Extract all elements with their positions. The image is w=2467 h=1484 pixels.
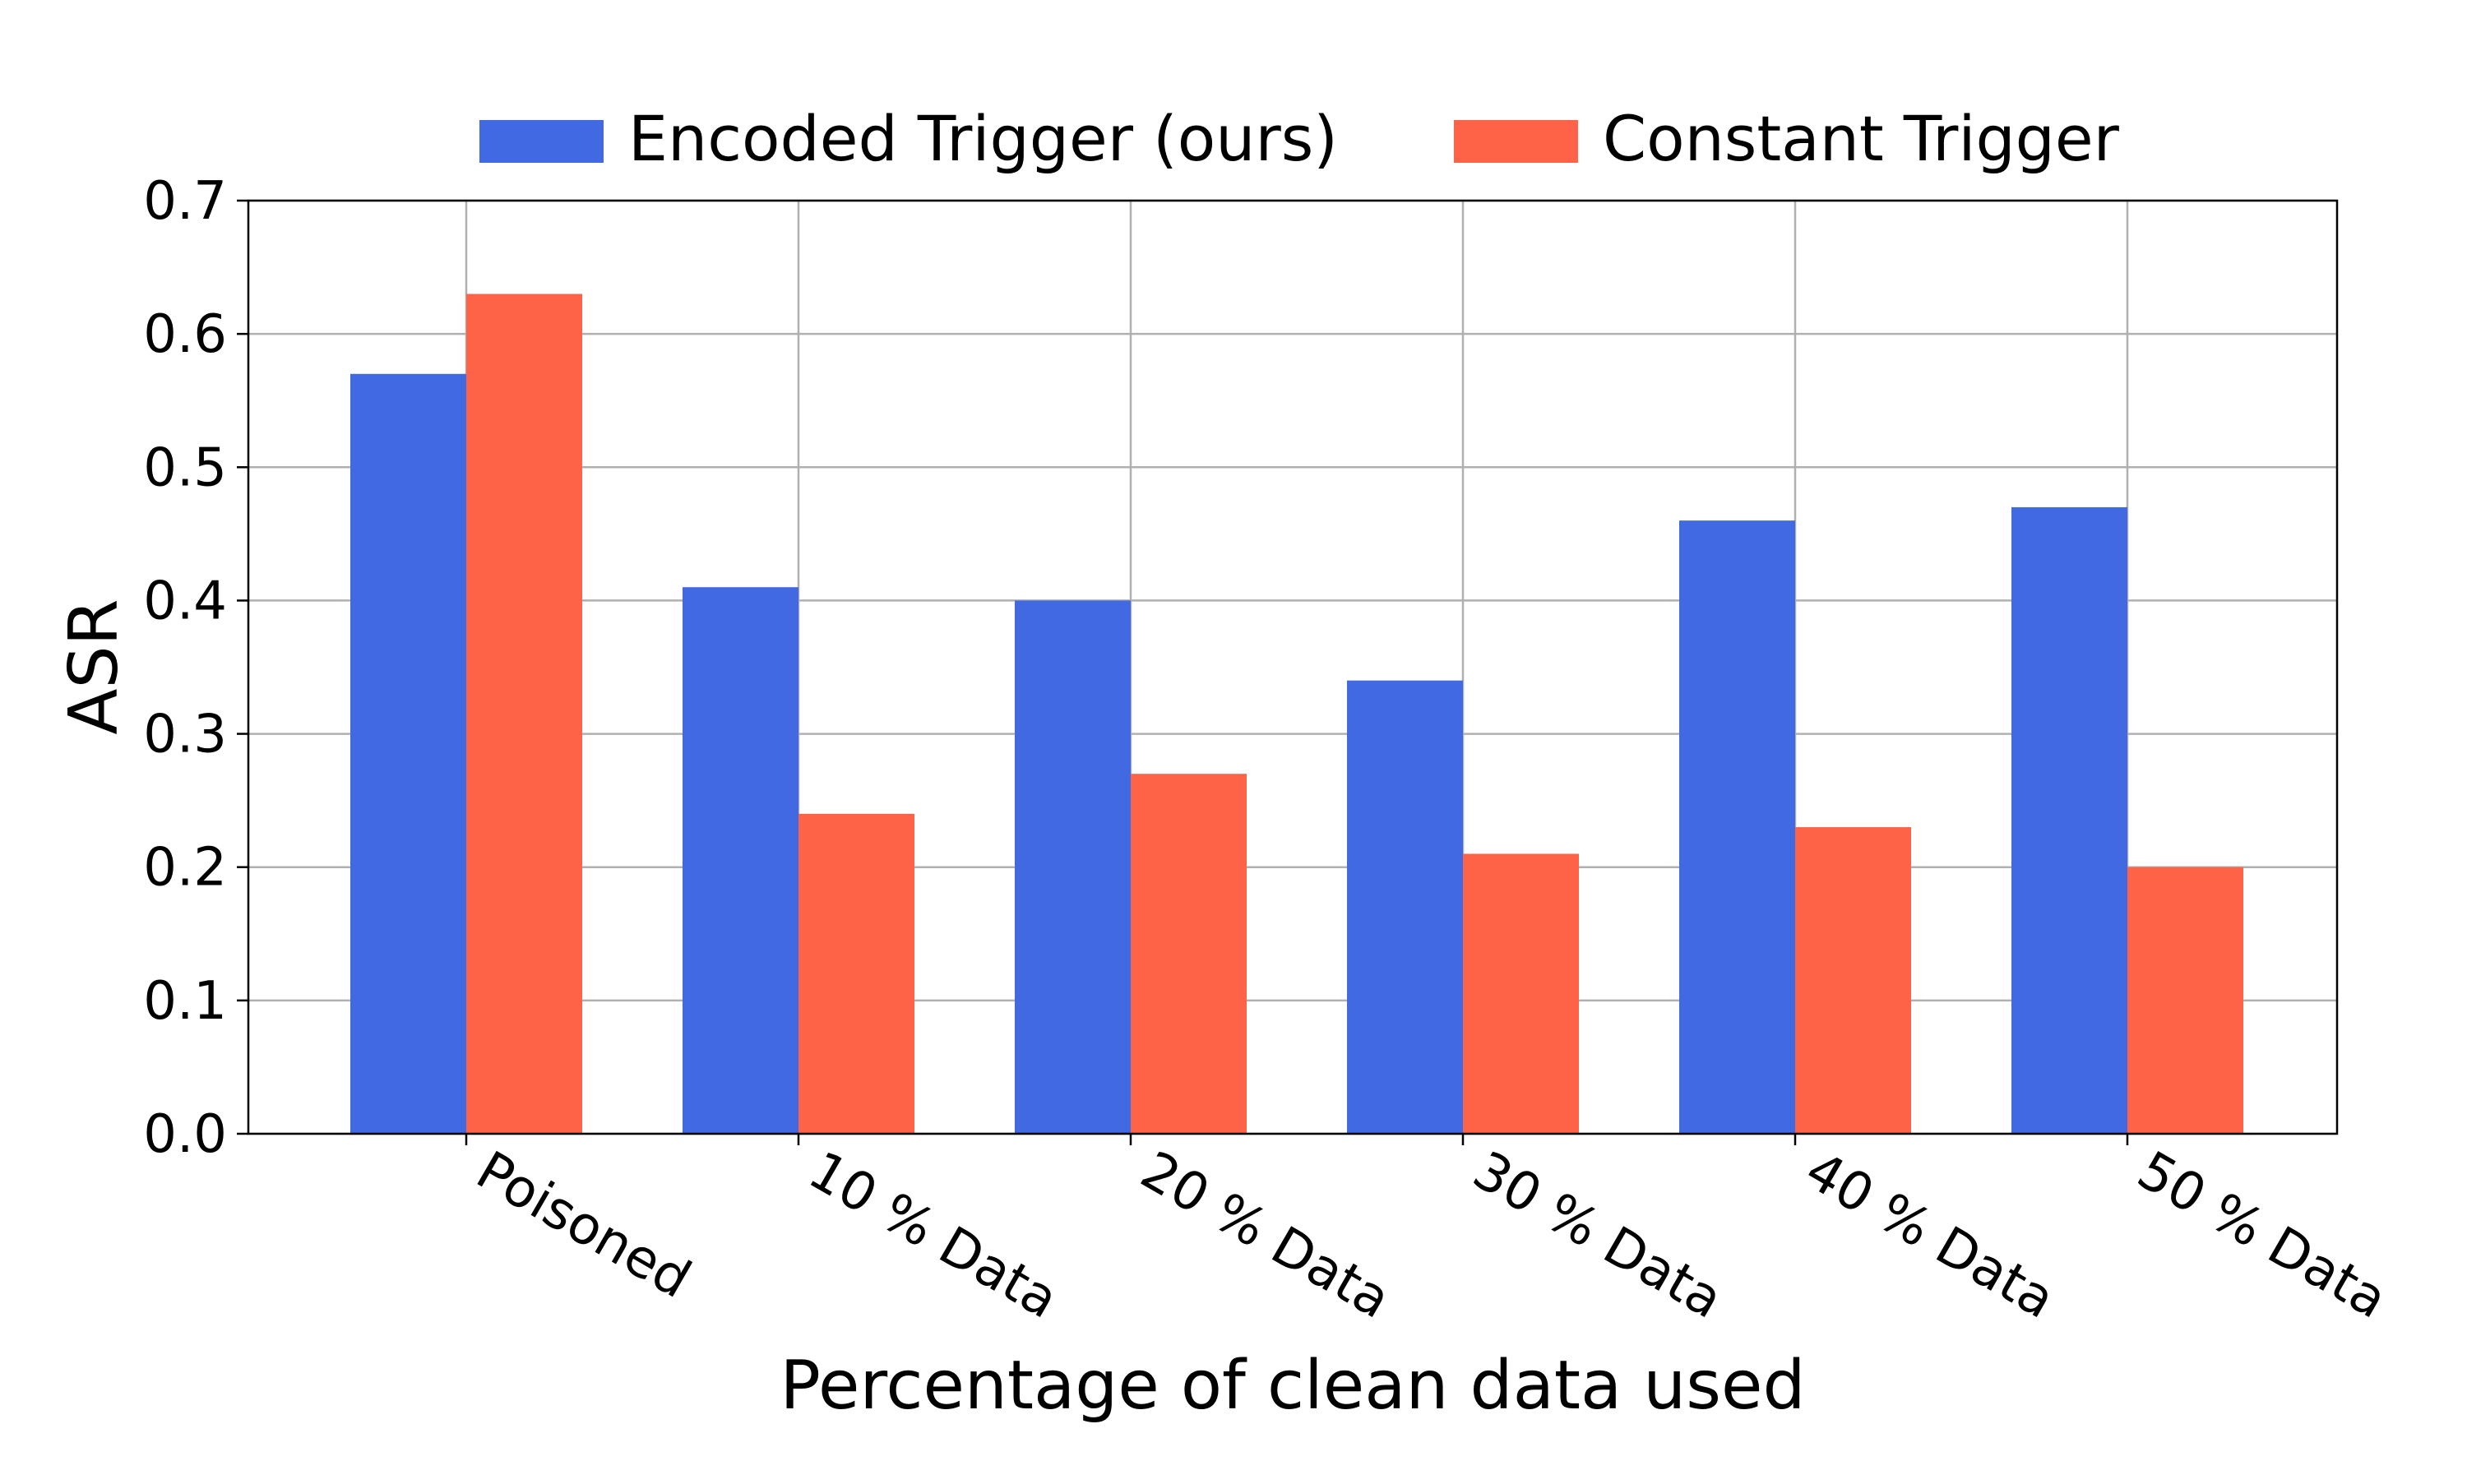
bar-constant-trigger bbox=[2127, 867, 2243, 1134]
y-tick-label: 0.6 bbox=[143, 304, 227, 365]
bar-constant-trigger bbox=[1131, 774, 1247, 1134]
bar-encoded-trigger bbox=[350, 373, 466, 1134]
y-tick-label: 0.4 bbox=[143, 571, 227, 631]
y-tick-label: 0.7 bbox=[143, 171, 227, 232]
bar-constant-trigger bbox=[1463, 853, 1579, 1134]
bar-encoded-trigger bbox=[683, 587, 798, 1134]
bars bbox=[350, 294, 2243, 1134]
y-tick-label: 0.2 bbox=[143, 838, 227, 899]
bar-constant-trigger bbox=[798, 813, 914, 1134]
plot-frame bbox=[247, 199, 2339, 1135]
bar-encoded-trigger bbox=[1347, 680, 1463, 1134]
x-tick-label: Poisoned bbox=[466, 1140, 701, 1311]
legend-label: Constant Trigger bbox=[1603, 102, 2120, 175]
bar-constant-trigger bbox=[1795, 827, 1911, 1134]
x-tick-label: 50 % Data bbox=[2127, 1140, 2397, 1331]
legend: Encoded Trigger (ours) Constant Trigger bbox=[479, 102, 2120, 175]
x-tick-label: 30 % Data bbox=[1463, 1140, 1733, 1331]
y-tick-label: 0.3 bbox=[143, 705, 227, 765]
bar-constant-trigger bbox=[466, 294, 582, 1134]
legend-swatch bbox=[1454, 120, 1578, 163]
y-tick-label: 0.5 bbox=[143, 437, 227, 498]
y-tick-label: 0.1 bbox=[143, 971, 227, 1032]
x-tick-label: 20 % Data bbox=[1131, 1140, 1400, 1331]
legend-label: Encoded Trigger (ours) bbox=[628, 102, 1338, 175]
bar-encoded-trigger bbox=[1015, 600, 1131, 1134]
y-tick-label: 0.0 bbox=[143, 1104, 227, 1165]
bar-encoded-trigger bbox=[2011, 506, 2127, 1134]
x-tick-label: 10 % Data bbox=[798, 1140, 1068, 1331]
x-axis-label: Percentage of clean data used bbox=[780, 1347, 1805, 1425]
bar-encoded-trigger bbox=[1679, 520, 1795, 1134]
x-tick-label: 40 % Data bbox=[1795, 1140, 2065, 1331]
legend-swatch bbox=[479, 120, 604, 163]
y-axis-label: ASR bbox=[55, 599, 133, 734]
